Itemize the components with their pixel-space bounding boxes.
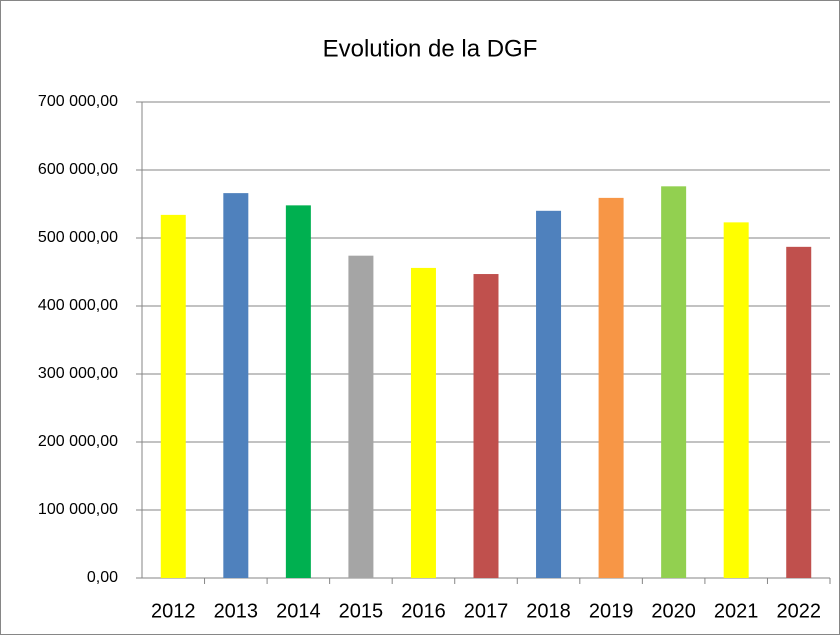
x-tick-label: 2016 [401,600,446,622]
y-tick-label: 600 000,00 [38,161,118,178]
y-tick-label: 0,00 [87,569,118,586]
x-tick-label: 2021 [714,600,759,622]
bar [285,205,311,579]
bar [598,197,624,578]
y-tick-label: 200 000,00 [38,433,118,450]
bar [348,255,374,578]
x-tick-label: 2012 [151,600,196,622]
chart-title: Evolution de la DGF [323,35,538,62]
y-tick-label: 300 000,00 [38,365,118,382]
y-tick-label: 500 000,00 [38,229,118,246]
x-tick-label: 2019 [589,600,634,622]
x-tick-label: 2013 [214,600,259,622]
bar [661,186,687,578]
bar [410,267,436,578]
bar [223,193,249,578]
x-tick-label: 2014 [276,600,321,622]
bar [536,210,562,579]
y-tick-label: 100 000,00 [38,501,118,518]
bar [786,246,812,578]
x-tick-label: 2017 [464,600,509,622]
x-tick-label: 2018 [526,600,571,622]
x-tick-label: 2020 [651,600,696,622]
bar [473,274,499,578]
x-tick-label: 2022 [776,600,821,622]
y-tick-label: 400 000,00 [38,297,118,314]
y-tick-label: 700 000,00 [38,93,118,110]
bar [160,214,186,578]
bar [723,222,749,579]
x-tick-label: 2015 [339,600,384,622]
